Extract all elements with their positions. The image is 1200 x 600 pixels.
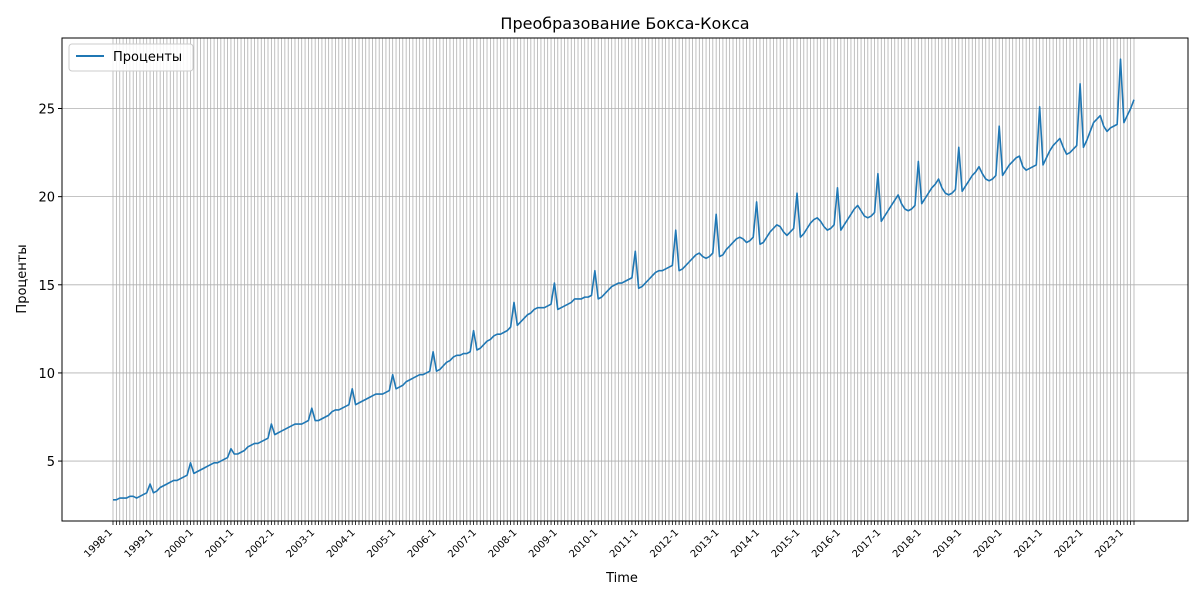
- legend-label: Проценты: [113, 50, 182, 65]
- y-tick-label: 15: [38, 279, 55, 294]
- y-tick-label: 10: [38, 367, 55, 382]
- series-line-percent: [113, 58, 1135, 501]
- x-grid: [112, 38, 1135, 521]
- legend-box: [68, 43, 194, 72]
- y-axis-label: Проценты: [15, 244, 30, 313]
- y-tick-label: 25: [38, 103, 55, 118]
- y-tick-label: 5: [47, 455, 55, 470]
- y-tick-label: 20: [38, 191, 55, 206]
- x-axis-label: Time: [605, 571, 638, 586]
- y-grid: [62, 108, 1188, 462]
- chart-title: Преобразование Бокса-Кокса: [500, 14, 749, 33]
- legend: Проценты: [68, 43, 194, 72]
- y-axis: 5 10 15 20 25: [38, 103, 62, 470]
